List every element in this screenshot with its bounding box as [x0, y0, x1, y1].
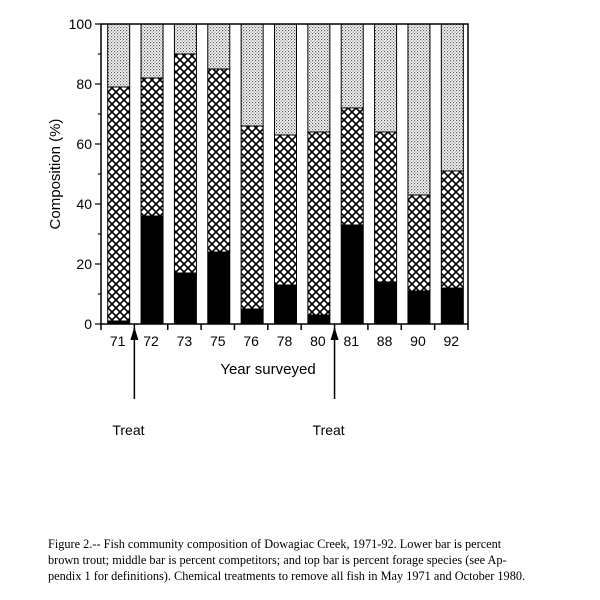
caption-line: pendix 1 for definitions). Chemical trea…	[48, 569, 526, 583]
bar-segment-stipple-78	[274, 23, 297, 136]
x-tick-label: 78	[277, 333, 293, 349]
x-tick-label: 72	[143, 333, 159, 349]
bar-segment-stipple-71	[107, 23, 131, 88]
bar-segment-stipple-80	[307, 23, 331, 133]
bar-segment-solid-black-92	[440, 287, 464, 325]
bar-segment-stipple-90	[407, 23, 431, 196]
treat-arrows	[130, 327, 339, 399]
figure-caption: Figure 2.-- Fish community composition o…	[48, 536, 593, 584]
bar-segment-stipple-81	[340, 23, 364, 109]
bar-segment-crosshatch-90	[407, 194, 431, 292]
x-tick-label: 90	[410, 333, 426, 349]
y-axis-label: Composition (%)	[47, 119, 64, 230]
bar-segment-solid-black-78	[274, 284, 297, 325]
x-tick-label: 71	[110, 333, 126, 349]
y-tick-label: 60	[76, 136, 92, 152]
treat-annotation-1971: Treat	[112, 422, 145, 438]
bar-segment-crosshatch-92	[440, 170, 464, 289]
bar-segment-crosshatch-88	[374, 131, 398, 283]
bar-segment-stipple-88	[374, 23, 398, 133]
treat-arrow-head	[330, 327, 339, 340]
bar-segment-solid-black-73	[173, 272, 197, 325]
bar-segment-stipple-76	[240, 23, 264, 127]
bar-segment-solid-black-72	[140, 215, 164, 325]
y-tick-label: 40	[76, 196, 92, 212]
y-tick-label: 20	[76, 256, 92, 272]
bar-segment-solid-black-80	[307, 314, 331, 325]
x-tick-label: 88	[377, 333, 393, 349]
x-tick-label: 75	[210, 333, 226, 349]
treat-arrow-head	[130, 327, 139, 340]
bar-segment-crosshatch-76	[240, 125, 264, 310]
x-tick-label: 80	[310, 333, 326, 349]
bar-segment-solid-black-76	[240, 308, 264, 325]
x-tick-label: 73	[177, 333, 193, 349]
x-tick-label: 92	[444, 333, 460, 349]
y-tick-label: 100	[69, 16, 93, 32]
x-axis-label: Year surveyed	[220, 361, 315, 378]
bar-segment-crosshatch-71	[107, 86, 131, 322]
bar-segment-solid-black-90	[407, 290, 431, 325]
y-tick-label: 0	[84, 316, 92, 332]
x-tick-label: 76	[243, 333, 259, 349]
x-tick-label: 81	[343, 333, 359, 349]
bar-segment-crosshatch-81	[340, 107, 364, 226]
bar-segment-stipple-72	[140, 23, 164, 79]
bar-segment-crosshatch-73	[173, 53, 197, 274]
y-tick-label: 80	[76, 76, 92, 92]
bar-segment-stipple-73	[173, 23, 197, 55]
treat-annotation-1980: Treat	[312, 422, 345, 438]
bar-segment-crosshatch-72	[140, 77, 164, 217]
bar-segment-solid-black-88	[374, 281, 398, 325]
bar-segment-crosshatch-75	[207, 68, 231, 253]
bar-segment-crosshatch-78	[274, 134, 297, 286]
caption-line: brown trout; middle bar is percent compe…	[48, 553, 507, 567]
bar-segment-stipple-75	[207, 23, 231, 70]
bar-segment-crosshatch-80	[307, 131, 331, 316]
bar-segment-solid-black-75	[207, 251, 231, 325]
bars-group	[107, 23, 464, 325]
caption-line: Figure 2.-- Fish community composition o…	[48, 537, 502, 551]
stacked-bar-chart: 71 72 73 75 76 78 80 81 88 90 92 0 20 40 60 80 100 Compo…	[47, 16, 469, 399]
bar-segment-solid-black-81	[340, 224, 364, 325]
bar-segment-stipple-92	[440, 23, 464, 172]
